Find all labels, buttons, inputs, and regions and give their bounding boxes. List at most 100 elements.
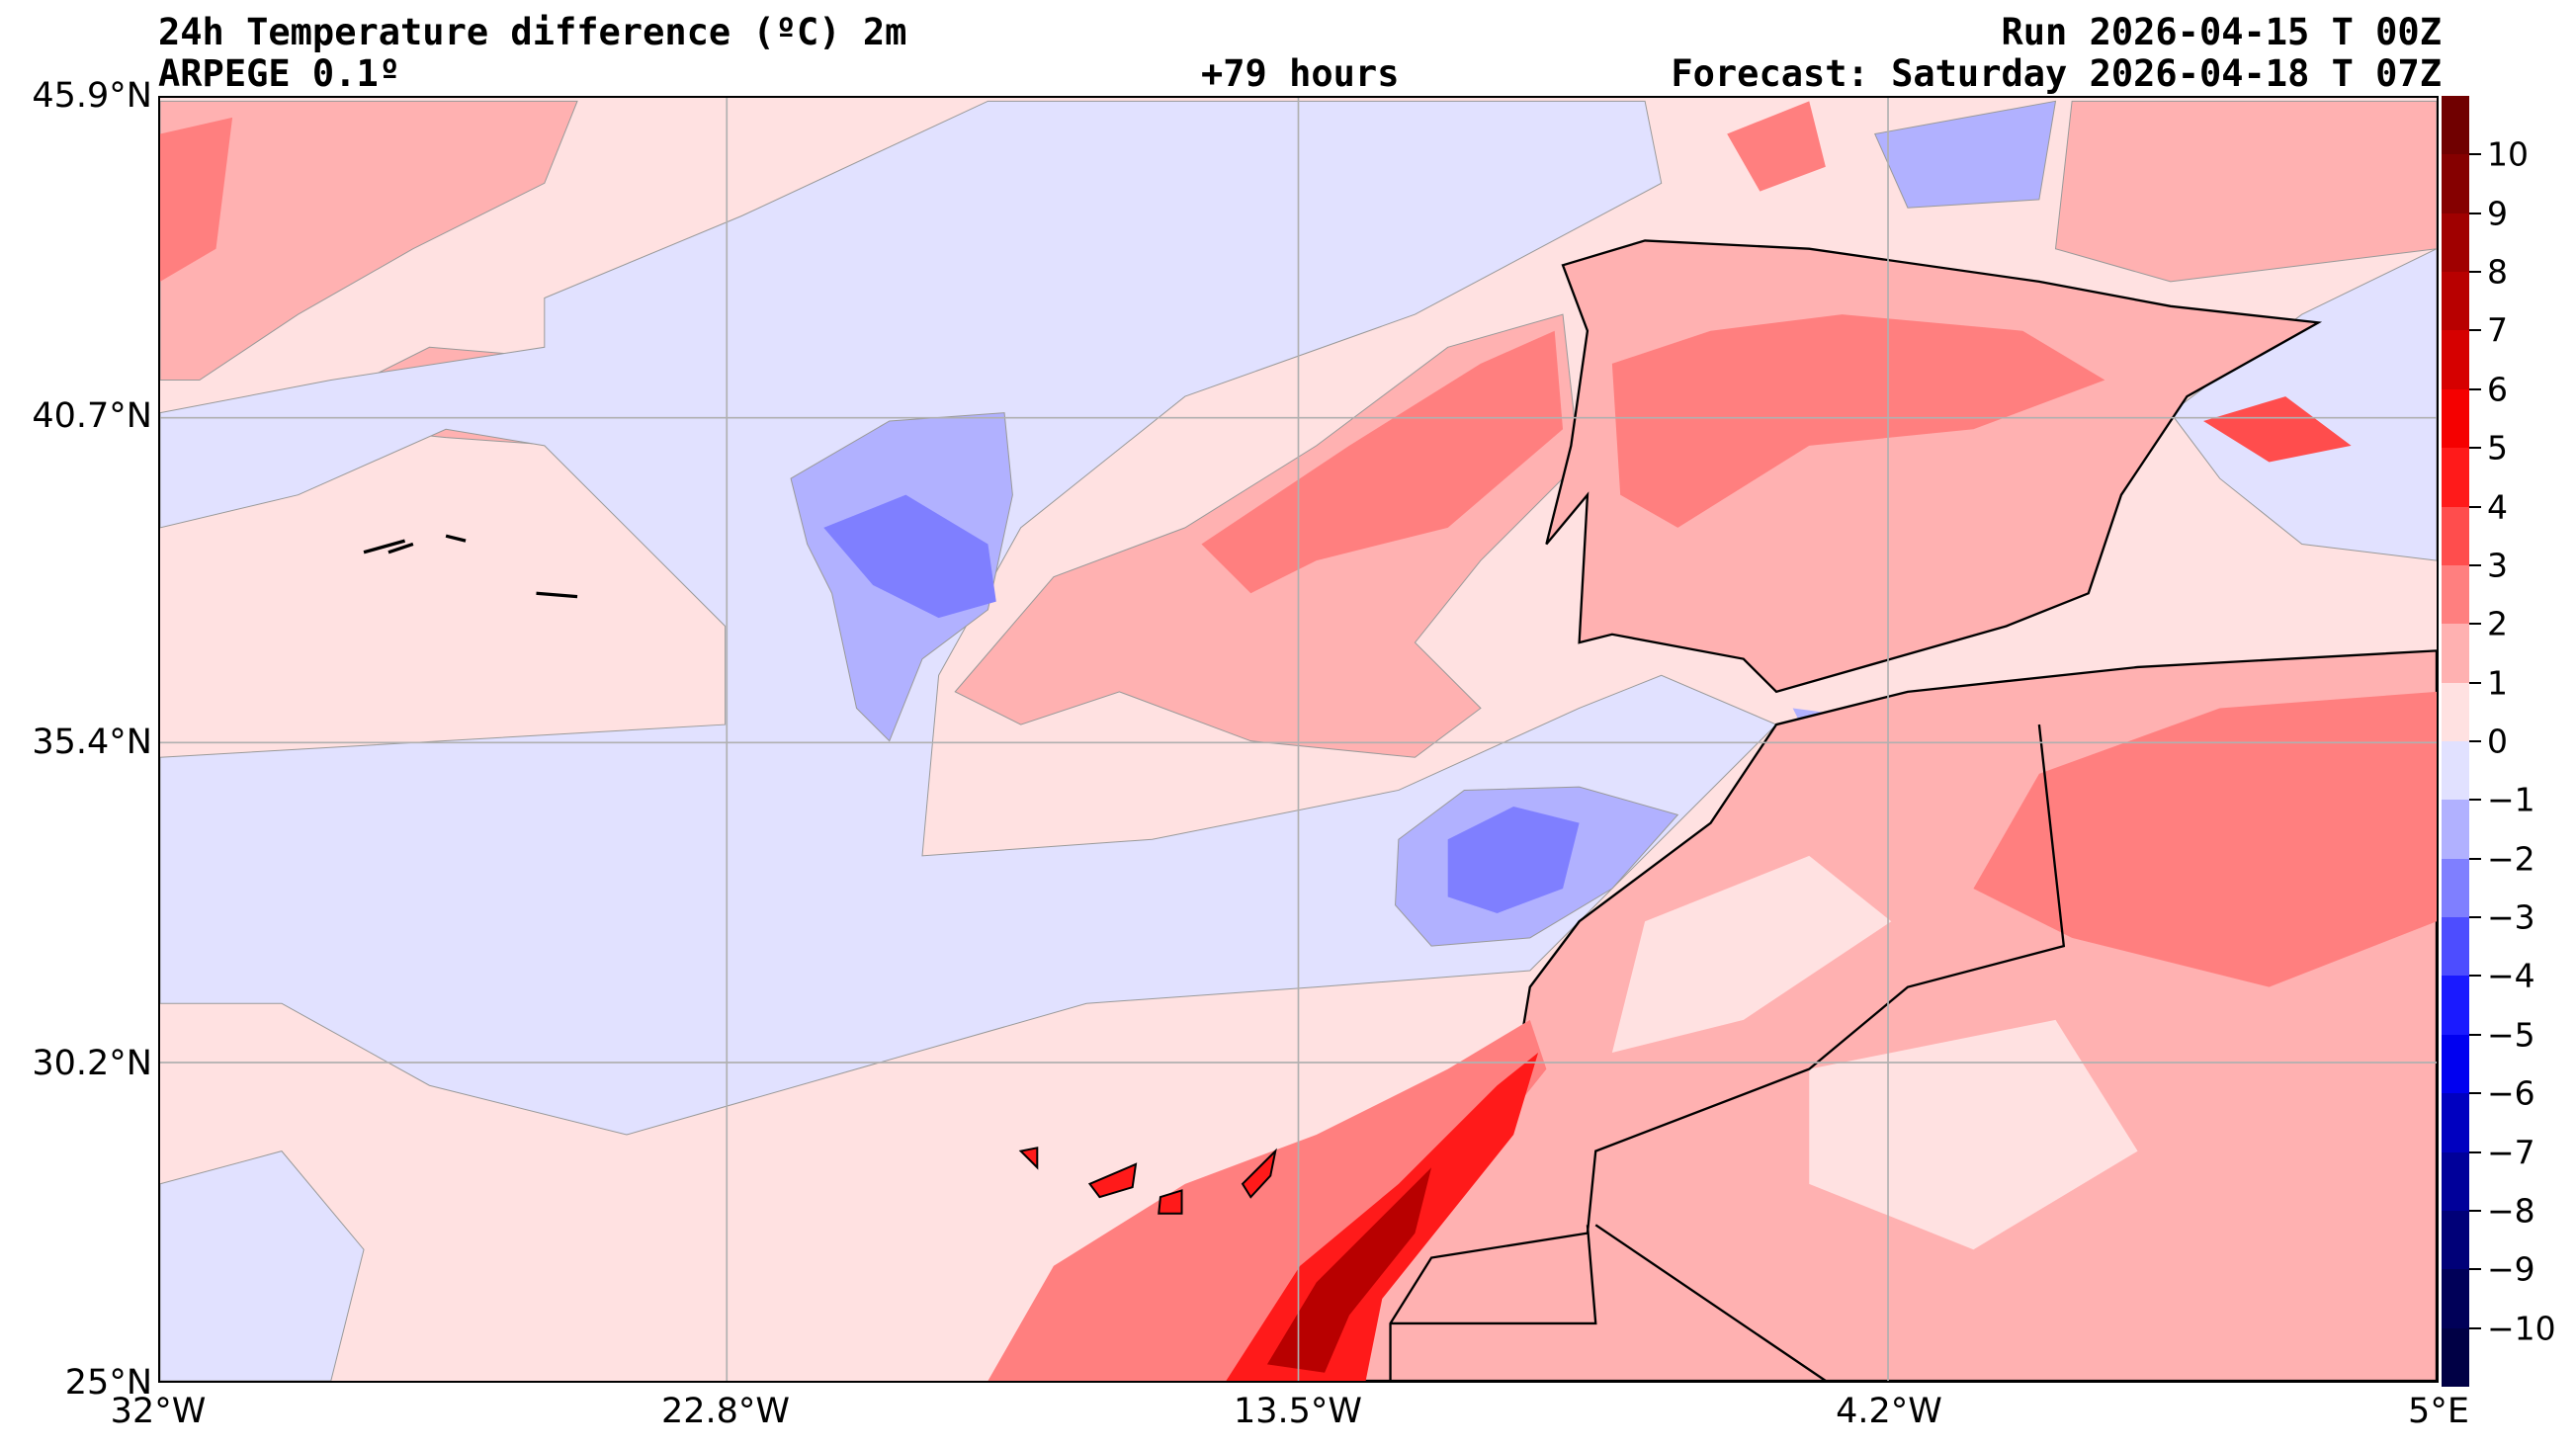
colorbar-tick-label: −1	[2487, 780, 2535, 819]
colorbar-tick-label: 0	[2487, 722, 2508, 761]
field-warm-n	[1727, 101, 1826, 192]
colorbar-segment	[2442, 154, 2469, 214]
lead-time: +79 hours	[1201, 52, 1400, 95]
colorbar-tick	[2469, 623, 2481, 626]
colorbar-tick-label: −4	[2487, 956, 2535, 995]
field-cold-2-core	[1447, 807, 1580, 913]
colorbar-segment	[2442, 1093, 2469, 1153]
forecast-label: Forecast: Saturday 2026-04-18 T 07Z	[1671, 52, 2442, 95]
map-canvas	[160, 98, 2437, 1381]
field-morocco-mild	[1611, 855, 1892, 1054]
field-warm-band-core	[1201, 330, 1564, 594]
colorbar-tick-label: −7	[2487, 1133, 2535, 1172]
colorbar-tick	[2469, 681, 2481, 684]
run-label: Run 2026-04-15 T 00Z	[2001, 11, 2442, 53]
colorbar-segment	[2442, 624, 2469, 684]
field-iberia-core	[1611, 314, 2105, 528]
lon-label: 5°E	[2408, 1392, 2469, 1431]
colorbar-tick	[2469, 1209, 2481, 1212]
colorbar-tick	[2469, 1268, 2481, 1271]
temperature-map[interactable]	[158, 96, 2439, 1383]
colorbar-segment	[2442, 858, 2469, 918]
colorbar-tick	[2469, 857, 2481, 860]
colorbar-tick-label: −8	[2487, 1191, 2535, 1231]
colorbar-segment	[2442, 213, 2469, 273]
colorbar-segment	[2442, 506, 2469, 566]
field-warm-france	[2054, 100, 2437, 283]
lon-label: 22.8°W	[660, 1392, 791, 1431]
graticule	[160, 98, 2437, 1381]
colorbar-segment	[2442, 917, 2469, 977]
colorbar-segment	[2442, 330, 2469, 390]
lon-label: 32°W	[110, 1392, 207, 1431]
colorbar-segment	[2442, 800, 2469, 860]
canary-islands	[1018, 1147, 1277, 1215]
colorbar-segment	[2442, 1151, 2469, 1212]
colorbar-tick	[2469, 271, 2481, 274]
colorbar-tick-label: −6	[2487, 1073, 2535, 1113]
colorbar-tick	[2469, 153, 2481, 156]
colorbar-tick-label: 2	[2487, 604, 2508, 643]
colorbar-segment	[2442, 741, 2469, 801]
colorbar-segment	[2442, 1327, 2469, 1388]
colorbar-tick-label: −9	[2487, 1249, 2535, 1289]
colorbar-tick-label: −5	[2487, 1015, 2535, 1055]
colorbar-tick-label: 10	[2487, 134, 2529, 174]
colorbar-segment	[2442, 1034, 2469, 1094]
colorbar-tick	[2469, 740, 2481, 742]
colorbar-tick	[2469, 916, 2481, 919]
colorbar-tick-label: 4	[2487, 487, 2508, 527]
colorbar-tick	[2469, 799, 2481, 802]
colorbar-tick	[2469, 1092, 2481, 1095]
field-cold-1-core	[823, 494, 996, 619]
colorbar-segment	[2442, 1210, 2469, 1270]
field-balearic-warm	[2203, 396, 2352, 463]
lat-label: 35.4°N	[32, 723, 152, 762]
colorbar-tick	[2469, 563, 2481, 566]
azores-islands	[363, 534, 578, 599]
colorbar-tick-label: 6	[2487, 370, 2508, 409]
colorbar-segment	[2442, 388, 2469, 449]
colorbar-tick	[2469, 329, 2481, 332]
colorbar-segment	[2442, 564, 2469, 625]
colorbar-tick-label: 9	[2487, 194, 2508, 233]
colorbar-tick-label: 5	[2487, 428, 2508, 468]
colorbar-tick-label: −2	[2487, 839, 2535, 879]
colorbar-tick-label: −3	[2487, 897, 2535, 937]
colorbar-tick	[2469, 447, 2481, 450]
field-cool-biscay	[1874, 100, 2057, 209]
lat-label: 25°N	[64, 1363, 152, 1403]
colorbar-tick	[2469, 975, 2481, 978]
colorbar-tick	[2469, 505, 2481, 508]
field-algeria-warm	[1973, 691, 2437, 987]
colorbar-segment	[2442, 1269, 2469, 1329]
colorbar-segment	[2442, 976, 2469, 1036]
colorbar-tick-label: 1	[2487, 663, 2508, 703]
colorbar-segment	[2442, 682, 2469, 742]
colorbar-segment	[2442, 96, 2469, 155]
lat-label: 30.2°N	[32, 1044, 152, 1083]
colorbar-tick	[2469, 1033, 2481, 1036]
colorbar-tick-label: 8	[2487, 252, 2508, 292]
field-coast-warm	[987, 1019, 1547, 1381]
field-coast-hottest	[1266, 1167, 1432, 1373]
field-cool-sw	[160, 1150, 365, 1381]
colorbar-segment	[2442, 272, 2469, 331]
country-borders	[1389, 724, 2066, 1381]
lon-label: 13.5°W	[1233, 1392, 1363, 1431]
colorbar-tick	[2469, 212, 2481, 214]
field-warm-nw-core	[160, 117, 233, 282]
map-title: 24h Temperature difference (ºC) 2m	[158, 11, 907, 53]
colorbar-tick	[2469, 1326, 2481, 1329]
model-label: ARPEGE 0.1º	[158, 52, 401, 95]
colorbar-tick-label: 7	[2487, 310, 2508, 350]
colorbar-tick	[2469, 1150, 2481, 1153]
colorbar-tick-label: 3	[2487, 546, 2508, 585]
lat-label: 45.9°N	[32, 76, 152, 116]
field-sahara-mild	[1809, 1019, 2138, 1250]
lon-label: 4.2°W	[1836, 1392, 1942, 1431]
colorbar-tick-label: −10	[2487, 1309, 2556, 1348]
colorbar-tick	[2469, 387, 2481, 390]
colorbar-segment	[2442, 448, 2469, 508]
colorbar	[2442, 96, 2469, 1388]
